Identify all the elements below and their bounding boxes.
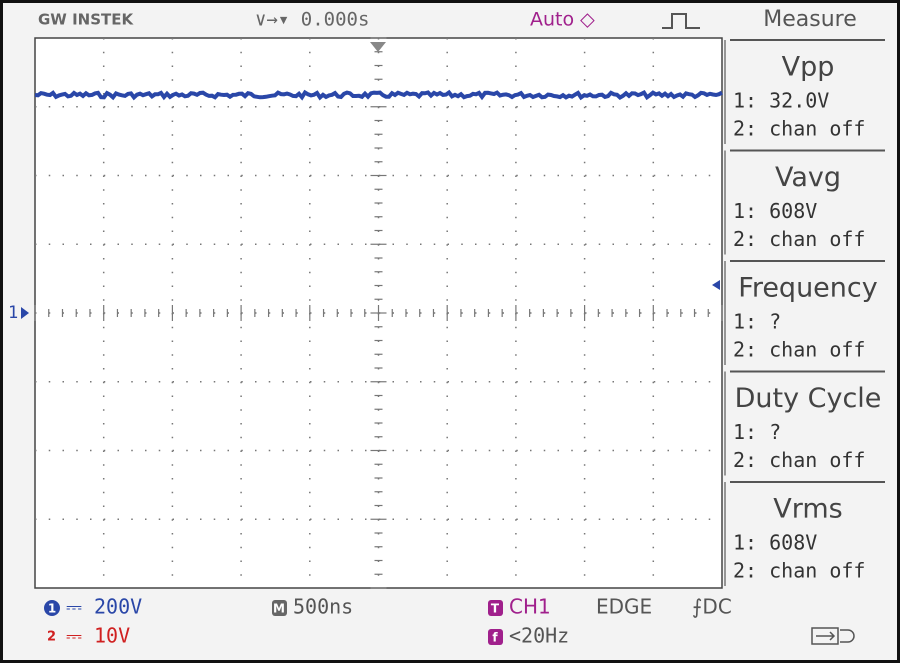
channel-marker-arrow (21, 307, 29, 319)
ch2-badge: 2 (47, 630, 56, 645)
ch2-value: 2: chan off (733, 338, 865, 362)
badge-bg (44, 600, 60, 616)
badge-label: f (492, 631, 498, 645)
measure-panel: Vpp 1: 32.0V 2: chan off Vavg 1: 608V 2: chan… (724, 39, 885, 586)
trigger-level-marker (712, 280, 720, 290)
timebase: 500ns (293, 595, 353, 619)
ch1-value: 1: ? (733, 310, 781, 334)
waveform-trace (34, 89, 723, 101)
ch2-value: 2: chan off (733, 117, 865, 141)
brand: GW INSTEK (38, 11, 134, 29)
ch2-value: 2: chan off (733, 227, 865, 251)
trigger-position: ∨→▾ 0.000s (255, 9, 369, 31)
trigger-coupling: ⨍DC (692, 595, 732, 619)
measure-name: Vrms (773, 494, 842, 525)
ch2-value: 2: chan off (733, 559, 865, 583)
badge-label: T (491, 602, 500, 616)
trigger-position-marker (370, 42, 386, 52)
ch1-value: 1: 608V (733, 199, 817, 223)
badge-bg (272, 600, 287, 616)
measure-name: Vavg (775, 162, 841, 193)
trigger-type: EDGE (596, 595, 652, 619)
trigger-source: CH1 (509, 595, 551, 619)
channel-marker: 1 (8, 303, 18, 323)
ch1-value: 1: ? (733, 420, 781, 444)
measure-name: Frequency (738, 273, 878, 304)
badge-label: 1 (48, 602, 56, 616)
ch1-value: 1: 32.0V (733, 89, 829, 113)
badge-label: M (273, 602, 285, 616)
trigger-slope-icon (662, 13, 700, 29)
measure-name: Vpp (782, 52, 835, 83)
usb-icon (811, 627, 855, 645)
grid (34, 37, 723, 589)
measure-name: Duty Cycle (735, 383, 882, 414)
ch2-value: 2: chan off (733, 448, 865, 472)
ch1-value: 1: 608V (733, 531, 817, 555)
ch1-scale: ⎓ 200V (66, 595, 142, 619)
filter: <20Hz (509, 624, 569, 648)
badge-bg (488, 629, 503, 645)
badge-bg (488, 600, 503, 616)
ch2-scale: ⎓ 10V (66, 624, 130, 648)
panel-title: Measure (763, 7, 857, 32)
status-bar: 1 ⎓ 200V 2 ⎓ 10V M 500ns T CH1 EDGE ⨍DC f <20Hz (44, 595, 732, 648)
run-mode: Auto ◇ (530, 9, 595, 31)
